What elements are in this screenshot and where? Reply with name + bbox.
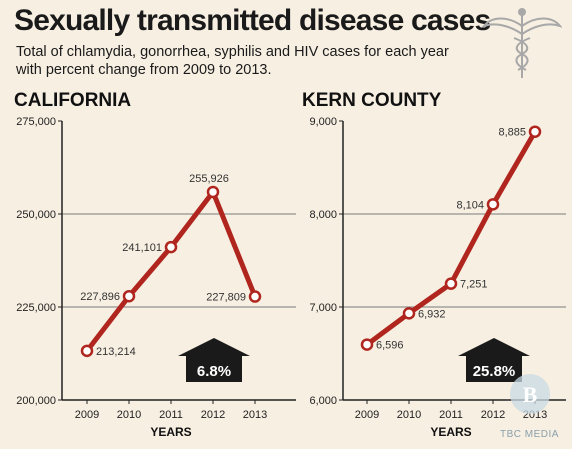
data-label: 227,809 (206, 292, 246, 304)
x-tick-label: 2010 (397, 409, 421, 421)
x-tick-label: 2011 (159, 409, 183, 421)
caduceus-icon (482, 8, 562, 78)
data-point (486, 198, 500, 211)
x-axis-title: YEARS (150, 425, 191, 439)
percent-change-arrow (458, 338, 530, 382)
data-point (528, 125, 542, 138)
data-label: 6,596 (376, 340, 404, 352)
y-tick-label: 225,000 (16, 302, 56, 314)
x-tick-label: 2010 (117, 409, 141, 421)
y-tick-label: 250,000 (16, 209, 56, 221)
data-point (122, 289, 136, 303)
subtitle-line-2: with percent change from 2009 to 2013. (16, 62, 272, 78)
data-point (360, 338, 374, 351)
percent-change-label: 6.8% (197, 363, 231, 380)
x-tick-label: 2011 (439, 409, 463, 421)
series-line (85, 189, 258, 353)
data-point (206, 185, 220, 199)
chart-title: KERN COUNTY (302, 90, 442, 111)
data-point (402, 307, 416, 320)
percent-change-label: 25.8% (473, 363, 516, 380)
y-tick-label: 7,000 (309, 302, 337, 314)
data-label: 6,932 (418, 308, 446, 320)
percent-change-arrow (178, 338, 250, 382)
y-tick-label: 9,000 (309, 116, 337, 128)
x-tick-label: 2012 (481, 409, 505, 421)
y-tick-label: 200,000 (16, 395, 56, 407)
chart-california: CALIFORNIA 200,000 225,000 250,000 275,000 20… (14, 90, 296, 439)
chart-kern-county: KERN COUNTY 6,000 7,000 8,000 9,000 2009 2010 2… (302, 90, 566, 439)
data-point (164, 240, 178, 254)
data-label: 7,251 (460, 279, 488, 291)
x-tick-label: 2009 (75, 409, 99, 421)
series-line (365, 130, 538, 347)
svg-text:B: B (523, 382, 538, 407)
y-tick-label: 275,000 (16, 116, 56, 128)
watermark-text: TBC MEDIA (500, 429, 559, 440)
data-point (80, 344, 94, 358)
data-point (444, 277, 458, 290)
x-tick-label: 2013 (243, 409, 267, 421)
subtitle-line-1: Total of chlamydia, gonorrhea, syphilis … (16, 44, 449, 60)
x-axis-title: YEARS (430, 425, 471, 439)
data-label: 213,214 (96, 346, 136, 358)
page-title: Sexually transmitted disease cases (14, 4, 491, 37)
data-label: 227,896 (80, 291, 120, 303)
chart-title: CALIFORNIA (14, 90, 131, 111)
data-point (248, 290, 262, 303)
b-logo-icon: B (510, 374, 550, 414)
data-label: 241,101 (122, 242, 162, 254)
data-label: 255,926 (189, 173, 229, 185)
data-label: 8,885 (498, 127, 526, 139)
x-tick-label: 2012 (201, 409, 225, 421)
y-tick-label: 8,000 (309, 209, 337, 221)
x-tick-label: 2009 (355, 409, 379, 421)
data-label: 8,104 (456, 199, 484, 211)
y-tick-label: 6,000 (309, 395, 337, 407)
